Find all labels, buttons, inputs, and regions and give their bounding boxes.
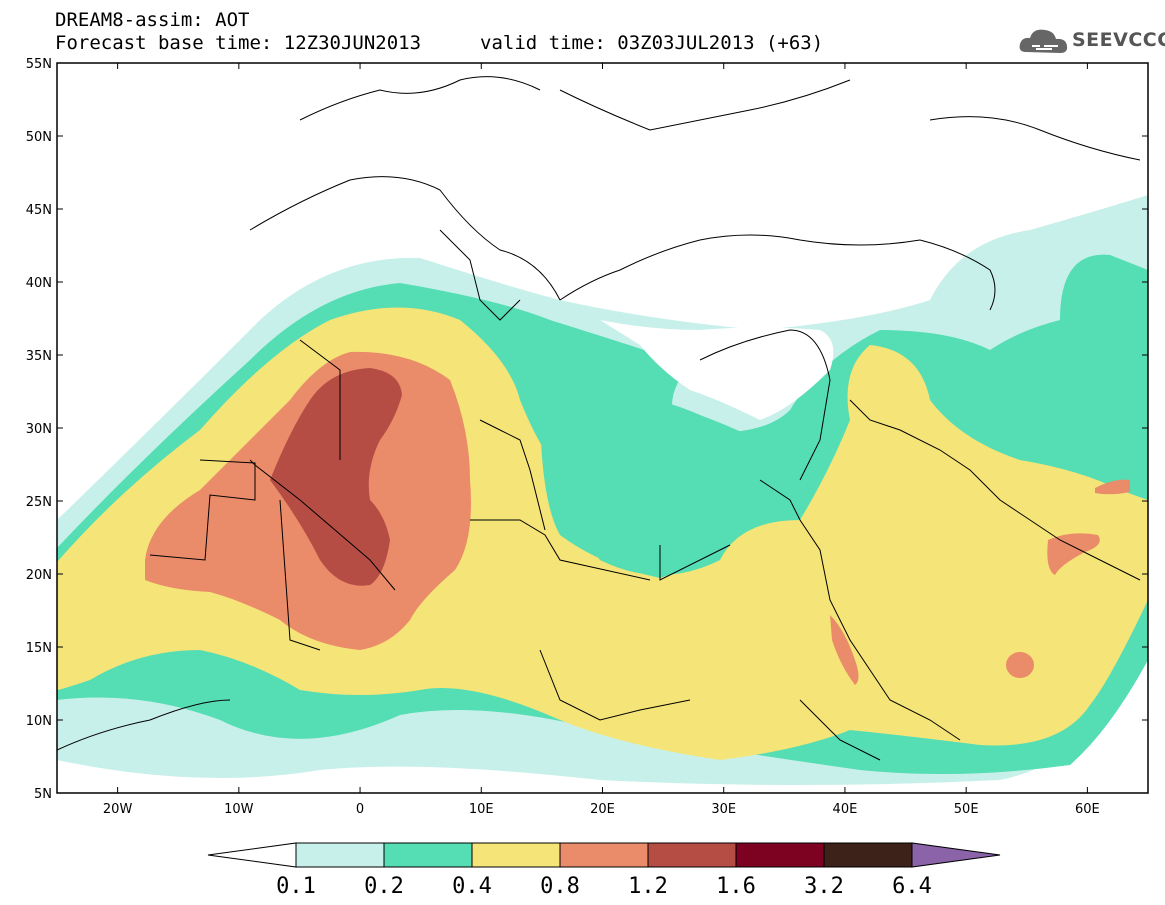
longitude-axis: 20W 10W 0 10E 20E 30E 40E 50E 60E <box>103 63 1100 817</box>
colorbar-label: 1.2 <box>628 874 668 899</box>
lat-tick-label: 5N <box>34 787 52 802</box>
lon-tick-label: 10E <box>469 802 494 817</box>
lon-tick-label: 40E <box>833 802 858 817</box>
colorbar-label: 1.6 <box>716 874 756 899</box>
lat-tick-label: 10N <box>26 714 52 729</box>
forecast-base-time: Forecast base time: 12Z30JUN2013 <box>55 32 422 54</box>
colorbar-label: 0.2 <box>364 874 404 899</box>
colorbar-under-triangle <box>207 842 297 868</box>
lat-tick-label: 45N <box>26 203 52 218</box>
lat-tick-label: 25N <box>26 495 52 510</box>
valid-time: valid time: 03Z03JUL2013 (+63) <box>480 32 824 54</box>
colorbar-cell <box>383 842 473 868</box>
map-title: DREAM8-assim: AOT <box>55 9 250 31</box>
lat-tick-label: 20N <box>26 568 52 583</box>
colorbar-label: 0.1 <box>276 874 316 899</box>
lat-tick-label: 30N <box>26 422 52 437</box>
lon-tick-label: 50E <box>954 802 979 817</box>
colorbar-label: 0.4 <box>452 874 492 899</box>
lon-tick-label: 0 <box>356 802 364 817</box>
colorbar-cell <box>295 842 385 868</box>
colorbar-label: 3.2 <box>804 874 844 899</box>
colorbar-cell <box>471 842 561 868</box>
colorbar-cell <box>735 842 825 868</box>
latitude-axis: 55N 50N 45N 40N 35N 30N 25N 20N 15N 10N 5N <box>26 57 1148 802</box>
aot-field-1.2 <box>270 368 402 586</box>
lat-tick-label: 55N <box>26 57 52 72</box>
cloud-icon <box>1019 29 1068 53</box>
lon-tick-label: 20E <box>590 802 615 817</box>
lat-tick-label: 15N <box>26 641 52 656</box>
lat-tick-label: 35N <box>26 349 52 364</box>
colorbar-over-triangle <box>911 842 1001 868</box>
lon-tick-label: 60E <box>1075 802 1100 817</box>
colorbar-cell <box>559 842 649 868</box>
colorbar-label: 0.8 <box>540 874 580 899</box>
colorbar-label: 6.4 <box>892 874 932 899</box>
lat-tick-label: 40N <box>26 276 52 291</box>
lon-tick-label: 20W <box>103 802 133 817</box>
logo-text: SEEVCCC <box>1072 29 1165 51</box>
lat-tick-label: 50N <box>26 130 52 145</box>
lon-tick-label: 10W <box>224 802 254 817</box>
colorbar-cell <box>823 842 913 868</box>
colorbar-cell <box>647 842 737 868</box>
lon-tick-label: 30E <box>711 802 736 817</box>
